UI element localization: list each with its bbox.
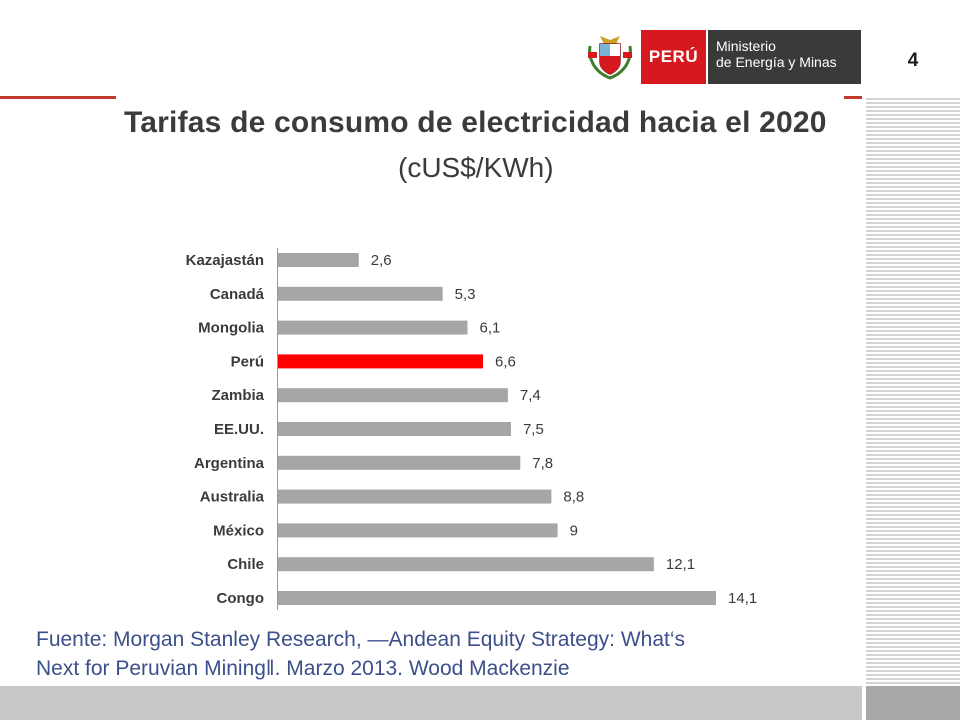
bar bbox=[278, 455, 521, 470]
bar bbox=[278, 557, 654, 572]
value-label: 14,1 bbox=[728, 590, 757, 607]
value-label: 5,3 bbox=[455, 286, 476, 303]
ministry-label: Ministerio de Energía y Minas bbox=[708, 30, 861, 84]
category-label: Zambia bbox=[211, 387, 264, 404]
category-label: Congo bbox=[217, 590, 264, 607]
bar bbox=[278, 320, 468, 335]
peru-coat-of-arms-icon bbox=[588, 36, 632, 80]
value-label: 8,8 bbox=[563, 489, 584, 506]
category-label: Mongolia bbox=[198, 320, 264, 337]
category-label: México bbox=[213, 522, 264, 539]
category-label: Chile bbox=[227, 556, 264, 573]
value-label: 7,5 bbox=[523, 421, 544, 438]
category-label: Argentina bbox=[194, 455, 265, 472]
page-number: 4 bbox=[907, 50, 919, 71]
bar bbox=[278, 388, 508, 403]
header-rule-left bbox=[0, 96, 116, 99]
footer-bar bbox=[0, 686, 862, 720]
value-label: 7,8 bbox=[532, 455, 553, 472]
value-label: 2,6 bbox=[371, 252, 392, 269]
bar bbox=[278, 591, 716, 605]
source-note: Fuente: Morgan Stanley Research, ―Andean… bbox=[36, 625, 866, 683]
bar bbox=[278, 354, 484, 369]
side-stripes bbox=[866, 98, 960, 684]
chart-subtitle: (cUS$/KWh) bbox=[398, 152, 554, 183]
bar bbox=[278, 286, 443, 301]
bar bbox=[278, 422, 511, 436]
header-rule-right bbox=[844, 96, 862, 99]
category-label: Perú bbox=[231, 353, 264, 370]
category-label: Kazajastán bbox=[186, 252, 264, 269]
footer-bar-right bbox=[866, 686, 960, 720]
ministry-line-1: Ministerio bbox=[716, 38, 776, 54]
ministry-line-2: de Energía y Minas bbox=[716, 54, 837, 70]
value-label: 6,6 bbox=[495, 353, 516, 370]
bar bbox=[278, 523, 558, 538]
value-label: 6,1 bbox=[479, 320, 500, 337]
value-label: 9 bbox=[570, 522, 578, 539]
source-line-1: Fuente: Morgan Stanley Research, ―Andean… bbox=[36, 628, 686, 651]
category-label: Australia bbox=[200, 489, 265, 506]
source-line-2: Next for Peruvian Mining‖. Marzo 2013. W… bbox=[36, 657, 570, 680]
value-label: 7,4 bbox=[520, 387, 541, 404]
bar bbox=[278, 253, 359, 267]
value-label: 12,1 bbox=[666, 556, 695, 573]
category-label: Canadá bbox=[210, 286, 265, 303]
category-label: EE.UU. bbox=[214, 421, 264, 438]
peru-brand-label: PERÚ bbox=[641, 30, 706, 84]
bar bbox=[278, 489, 552, 504]
chart-title: Tarifas de consumo de electricidad hacia… bbox=[124, 106, 827, 139]
